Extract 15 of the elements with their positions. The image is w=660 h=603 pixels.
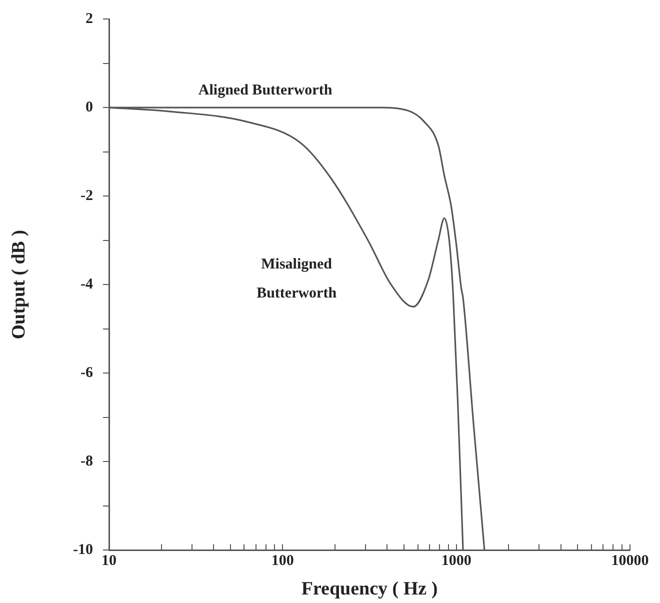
y-tick-label: 2	[86, 10, 93, 27]
y-axis-title: Output ( dB )	[8, 230, 30, 340]
x-tick-label: 100	[271, 553, 294, 570]
y-tick-label: -10	[73, 542, 93, 558]
x-tick-label: 10000	[611, 553, 649, 570]
x-tick-label: 10	[102, 553, 116, 570]
y-tick-label: -6	[80, 365, 94, 382]
y-tick-label: 0	[86, 99, 93, 116]
y-tick-label: -2	[80, 188, 93, 204]
y-tick-label: -4	[80, 276, 94, 292]
x-axis-title: Frequency ( Hz )	[301, 578, 438, 600]
x-tick-label: 1000	[441, 553, 472, 570]
y-tick-label: -8	[80, 454, 93, 470]
series-label: Aligned Butterworth	[198, 82, 333, 99]
text: Misaligned Butterworth	[256, 256, 338, 302]
